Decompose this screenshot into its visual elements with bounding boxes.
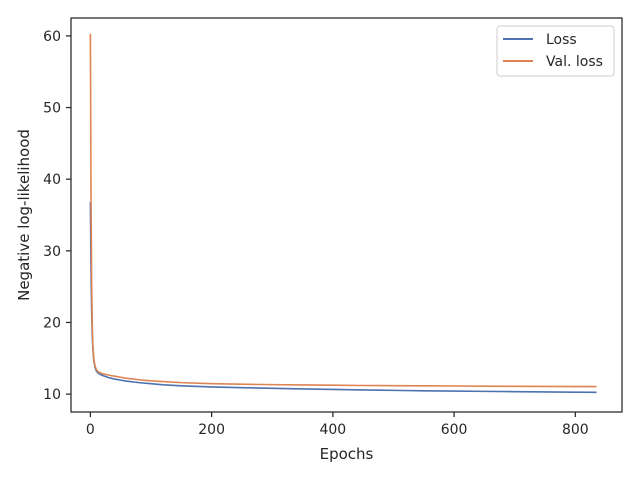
y-tick-label: 30 [43, 244, 61, 260]
series-line-val-loss [89, 33, 597, 388]
legend-label-loss: Loss [546, 32, 577, 48]
y-axis-ticks: 10 20 30 40 50 60 [43, 29, 71, 403]
y-tick-label: 40 [43, 172, 61, 188]
y-axis-label: Negative log-likelihood [15, 129, 33, 301]
series-line-loss [89, 202, 597, 394]
y-tick-label: 50 [43, 101, 61, 117]
x-axis-label: Epochs [320, 445, 374, 463]
legend-label-val-loss: Val. loss [546, 54, 603, 70]
x-axis-ticks: 0 200 400 600 800 [86, 412, 589, 438]
series-layer [89, 33, 597, 394]
legend: Loss Val. loss [496, 25, 615, 77]
plot-frame [70, 17, 623, 413]
y-tick-label: 60 [43, 29, 61, 45]
y-tick-label: 20 [43, 315, 61, 331]
x-tick-label: 800 [562, 422, 589, 438]
x-tick-label: 400 [319, 422, 346, 438]
y-tick-label: 10 [43, 387, 61, 403]
x-tick-label: 0 [86, 422, 95, 438]
x-tick-label: 200 [198, 422, 225, 438]
x-tick-label: 600 [441, 422, 468, 438]
